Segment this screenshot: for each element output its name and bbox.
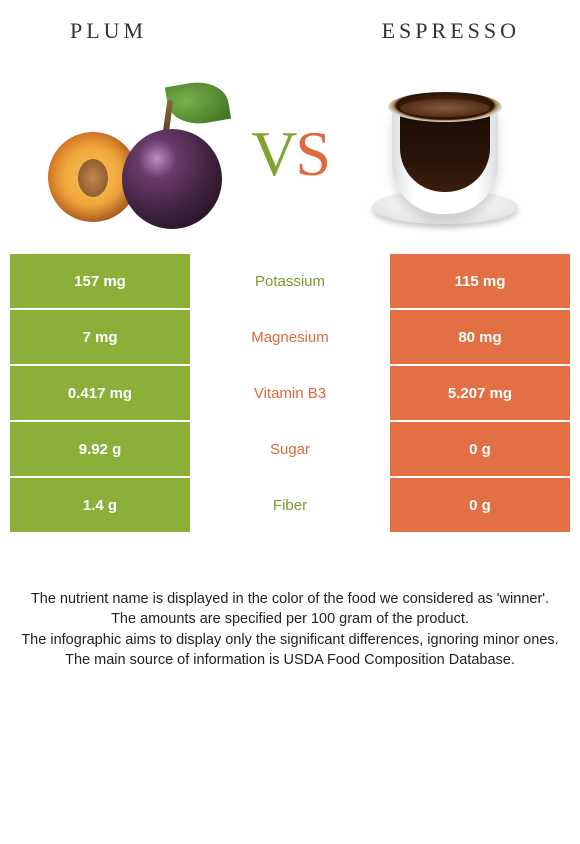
table-row: 9.92 gSugar0 g xyxy=(10,422,570,478)
right-value: 0 g xyxy=(390,422,570,476)
table-row: 157 mgPotassium115 mg xyxy=(10,254,570,310)
left-value: 9.92 g xyxy=(10,422,190,476)
left-value: 0.417 mg xyxy=(10,366,190,420)
nutrient-name: Sugar xyxy=(190,422,390,476)
table-row: 7 mgMagnesium80 mg xyxy=(10,310,570,366)
vs-s: S xyxy=(295,118,329,189)
right-value: 115 mg xyxy=(390,254,570,308)
right-value: 0 g xyxy=(390,478,570,532)
right-food-title: ESPRESSO xyxy=(382,18,520,44)
left-food-title: PLUM xyxy=(60,18,147,44)
footer-line: The amounts are specified per 100 gram o… xyxy=(20,609,560,629)
footer-notes: The nutrient name is displayed in the co… xyxy=(0,534,580,670)
vs-label: VS xyxy=(251,117,329,191)
left-value: 7 mg xyxy=(10,310,190,364)
table-row: 0.417 mgVitamin B35.207 mg xyxy=(10,366,570,422)
images-row: VS xyxy=(0,44,580,254)
footer-line: The main source of information is USDA F… xyxy=(20,650,560,670)
footer-line: The infographic aims to display only the… xyxy=(20,630,560,650)
nutrient-name: Fiber xyxy=(190,478,390,532)
plum-icon xyxy=(40,74,230,234)
vs-v: V xyxy=(251,118,295,189)
nutrient-name: Potassium xyxy=(190,254,390,308)
nutrient-name: Vitamin B3 xyxy=(190,366,390,420)
nutrient-table: 157 mgPotassium115 mg7 mgMagnesium80 mg0… xyxy=(10,254,570,534)
left-value: 157 mg xyxy=(10,254,190,308)
right-value: 80 mg xyxy=(390,310,570,364)
table-row: 1.4 gFiber0 g xyxy=(10,478,570,534)
left-value: 1.4 g xyxy=(10,478,190,532)
footer-line: The nutrient name is displayed in the co… xyxy=(20,589,560,609)
header-row: PLUM ESPRESSO xyxy=(0,0,580,44)
espresso-icon xyxy=(350,74,540,234)
nutrient-name: Magnesium xyxy=(190,310,390,364)
right-value: 5.207 mg xyxy=(390,366,570,420)
